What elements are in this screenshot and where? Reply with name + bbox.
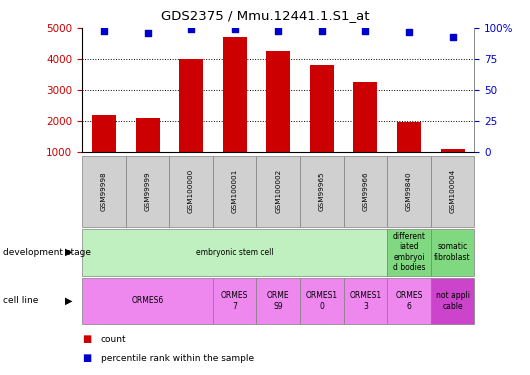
Point bbox=[143, 30, 152, 36]
Point bbox=[231, 26, 239, 32]
Point bbox=[361, 28, 369, 34]
Bar bbox=[354, 82, 377, 152]
Bar bbox=[266, 51, 290, 152]
Text: GDS2375 / Mmu.12441.1.S1_at: GDS2375 / Mmu.12441.1.S1_at bbox=[161, 9, 369, 22]
Text: GSM99999: GSM99999 bbox=[145, 171, 151, 211]
Text: different
iated
embryoi
d bodies: different iated embryoi d bodies bbox=[393, 232, 426, 272]
Point bbox=[448, 34, 457, 40]
Text: GSM100001: GSM100001 bbox=[232, 169, 237, 213]
Bar bbox=[397, 123, 421, 152]
Text: cell line: cell line bbox=[3, 296, 38, 305]
Text: ORMES1
0: ORMES1 0 bbox=[306, 291, 338, 310]
Text: development stage: development stage bbox=[3, 248, 91, 256]
Bar bbox=[179, 59, 203, 152]
Bar bbox=[92, 115, 116, 152]
Bar bbox=[136, 118, 160, 152]
Text: not appli
cable: not appli cable bbox=[436, 291, 470, 310]
Text: ORME
S9: ORME S9 bbox=[267, 291, 289, 310]
Bar bbox=[310, 65, 334, 152]
Point bbox=[100, 28, 108, 34]
Point bbox=[274, 28, 282, 34]
Text: ▶: ▶ bbox=[65, 296, 73, 306]
Text: GSM99966: GSM99966 bbox=[363, 171, 368, 211]
Text: ORMES
6: ORMES 6 bbox=[395, 291, 422, 310]
Point bbox=[187, 26, 196, 32]
Text: embryonic stem cell: embryonic stem cell bbox=[196, 248, 273, 256]
Text: ORMES6: ORMES6 bbox=[131, 296, 164, 305]
Text: somatic
fibroblast: somatic fibroblast bbox=[434, 243, 471, 262]
Text: ■: ■ bbox=[82, 334, 91, 344]
Text: count: count bbox=[101, 335, 126, 344]
Text: ■: ■ bbox=[82, 353, 91, 363]
Text: GSM99998: GSM99998 bbox=[101, 171, 107, 211]
Text: GSM100000: GSM100000 bbox=[188, 169, 194, 213]
Text: GSM100002: GSM100002 bbox=[275, 169, 281, 213]
Text: ▶: ▶ bbox=[65, 247, 73, 257]
Text: ORMES
7: ORMES 7 bbox=[221, 291, 249, 310]
Point bbox=[405, 29, 413, 35]
Bar bbox=[440, 149, 465, 152]
Bar bbox=[223, 38, 246, 152]
Text: ORMES1
3: ORMES1 3 bbox=[349, 291, 382, 310]
Text: GSM99840: GSM99840 bbox=[406, 171, 412, 211]
Point bbox=[317, 28, 326, 34]
Text: GSM99965: GSM99965 bbox=[319, 171, 325, 211]
Text: percentile rank within the sample: percentile rank within the sample bbox=[101, 354, 254, 363]
Text: GSM100004: GSM100004 bbox=[449, 169, 456, 213]
